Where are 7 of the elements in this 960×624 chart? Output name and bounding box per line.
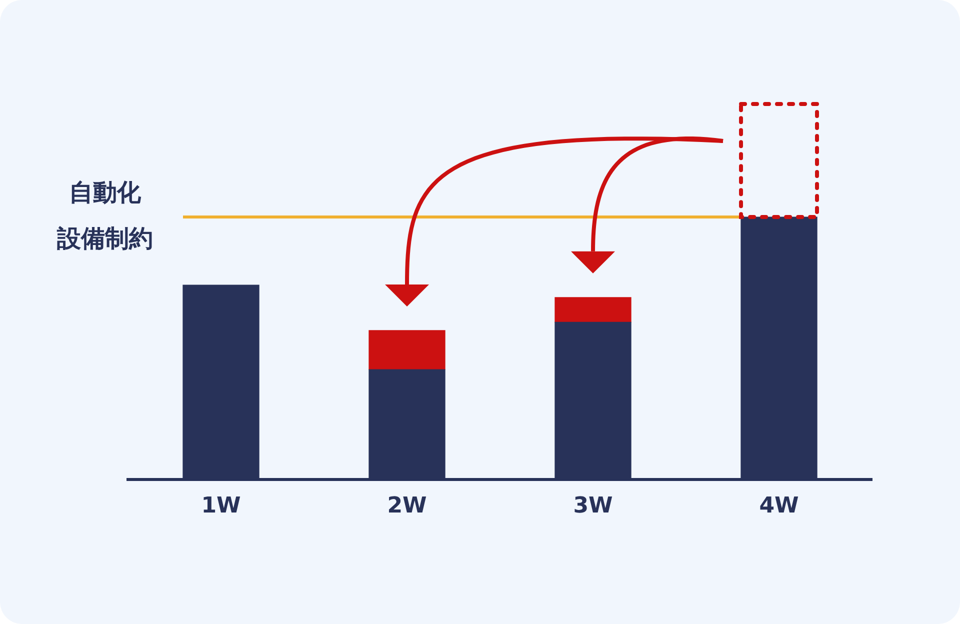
bar [368,330,446,370]
x-tick-label: 3W [573,494,613,519]
x-tick-label: 2W [387,494,427,519]
ref-line-label: 自動化設備制約 [56,178,153,252]
x-tick-label: 1W [201,494,241,519]
x-tick-label: 4W [759,494,799,519]
bar [554,297,632,323]
